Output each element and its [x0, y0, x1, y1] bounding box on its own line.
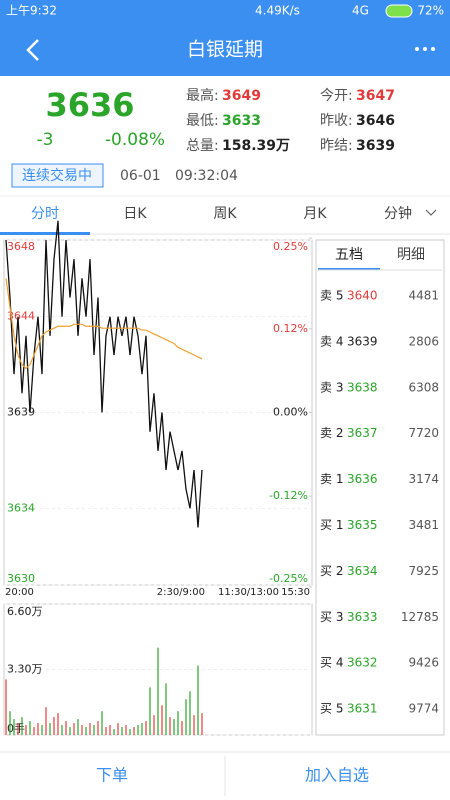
change-pct: -0.08%: [105, 130, 165, 150]
app-bar: [0, 0, 450, 76]
book-volume: 9426: [408, 656, 439, 670]
pct-tick: 0.00%: [273, 406, 308, 419]
volume-tick: 6.60万: [7, 605, 43, 618]
trade-state: 连续交易中: [22, 167, 92, 184]
tab-indicator: [0, 232, 90, 235]
stat-value: 3646: [356, 113, 395, 129]
book-volume: 6308: [408, 380, 439, 394]
back-button[interactable]: [26, 39, 39, 61]
last-price: 3636: [45, 86, 134, 124]
change: -3: [37, 130, 54, 150]
battery: 72%: [417, 4, 444, 18]
volume-tick: 3.30万: [7, 663, 43, 676]
book-volume: 3481: [408, 518, 439, 532]
quote-time: 09:32:04: [175, 168, 238, 184]
book-side: 卖 3: [320, 380, 343, 394]
book-side: 卖 1: [320, 472, 343, 486]
book-side: 买 5: [320, 702, 343, 716]
stat-value: 3649: [222, 88, 261, 104]
date: 06-01: [120, 168, 161, 184]
battery-icon: [385, 4, 413, 18]
average-line: [5, 278, 203, 370]
tab[interactable]: 分钟: [384, 205, 412, 222]
stat-label: 总量:: [186, 138, 219, 154]
net-speed: 4.49K/s: [255, 4, 300, 18]
book-side: 买 3: [320, 610, 343, 624]
book-volume: 4481: [408, 289, 439, 303]
book-price: 3634: [347, 564, 378, 578]
book-volume: 7925: [408, 564, 439, 578]
dropdown-icon: [425, 209, 437, 216]
price-tick: 3630: [7, 572, 35, 585]
clock: 上午9:32: [6, 4, 57, 18]
book-side: 买 4: [320, 656, 343, 670]
book-volume: 3174: [408, 472, 439, 486]
stat-value: 3647: [356, 88, 395, 104]
book-price: 3636: [347, 472, 378, 486]
book-side: 买 1: [320, 518, 343, 532]
book-tab[interactable]: 五档: [335, 247, 363, 263]
stat-label: 今开:: [320, 88, 353, 104]
pct-tick: 0.25%: [273, 240, 308, 253]
stat-label: 昨收:: [320, 113, 353, 129]
time-label: 11:30/13:00: [218, 587, 279, 598]
price-chart-frame: [3, 239, 313, 586]
book-price: 3637: [347, 426, 378, 440]
book-side: 卖 4: [320, 334, 343, 348]
network: 4G: [352, 4, 369, 18]
pct-tick: -0.25%: [269, 572, 308, 585]
book-price: 3638: [347, 380, 378, 394]
volume-tick: 0手: [7, 721, 25, 735]
price-tick: 3639: [7, 406, 35, 419]
title: 白银延期: [187, 39, 263, 61]
time-label: 20:00: [5, 587, 34, 598]
stat-label: 昨结:: [320, 138, 353, 154]
book-volume: 2806: [408, 334, 439, 348]
book-side: 卖 5: [320, 289, 343, 303]
book-price: 3639: [347, 334, 378, 348]
book-price: 3635: [347, 518, 378, 532]
book-volume: 7720: [408, 426, 439, 440]
action-button[interactable]: 下单: [96, 766, 128, 785]
tab[interactable]: 周K: [213, 206, 237, 222]
pct-tick: -0.12%: [269, 489, 308, 502]
price-line: [5, 220, 203, 528]
more-button[interactable]: [415, 47, 435, 51]
book-side: 买 2: [320, 564, 343, 578]
stat-label: 最高:: [186, 87, 219, 104]
stat-label: 最低:: [186, 113, 219, 129]
book-volume: 12785: [401, 610, 439, 624]
book-price: 3633: [347, 610, 378, 624]
book-price: 3632: [347, 656, 378, 670]
book-price: 3631: [347, 702, 378, 716]
price-tick: 3648: [7, 240, 35, 253]
time-label: 2:30/9:00: [157, 587, 205, 598]
tab[interactable]: 日K: [123, 206, 147, 222]
stat-value: 3639: [356, 138, 395, 154]
order-book-frame: [315, 239, 445, 736]
stat-value: 158.39万: [222, 138, 290, 154]
action-button[interactable]: 加入自选: [305, 766, 369, 785]
price-tick: 3644: [7, 310, 35, 323]
tab[interactable]: 月K: [303, 206, 327, 222]
stat-value: 3633: [222, 113, 261, 129]
tab[interactable]: 分时: [31, 206, 59, 222]
time-label: 15:30: [281, 587, 310, 598]
book-side: 卖 2: [320, 426, 343, 440]
pct-tick: 0.12%: [273, 322, 308, 335]
price-tick: 3634: [7, 501, 35, 514]
state-box: [11, 163, 104, 188]
book-price: 3640: [347, 289, 378, 303]
book-tab[interactable]: 明细: [397, 247, 425, 263]
book-volume: 9774: [408, 702, 439, 716]
